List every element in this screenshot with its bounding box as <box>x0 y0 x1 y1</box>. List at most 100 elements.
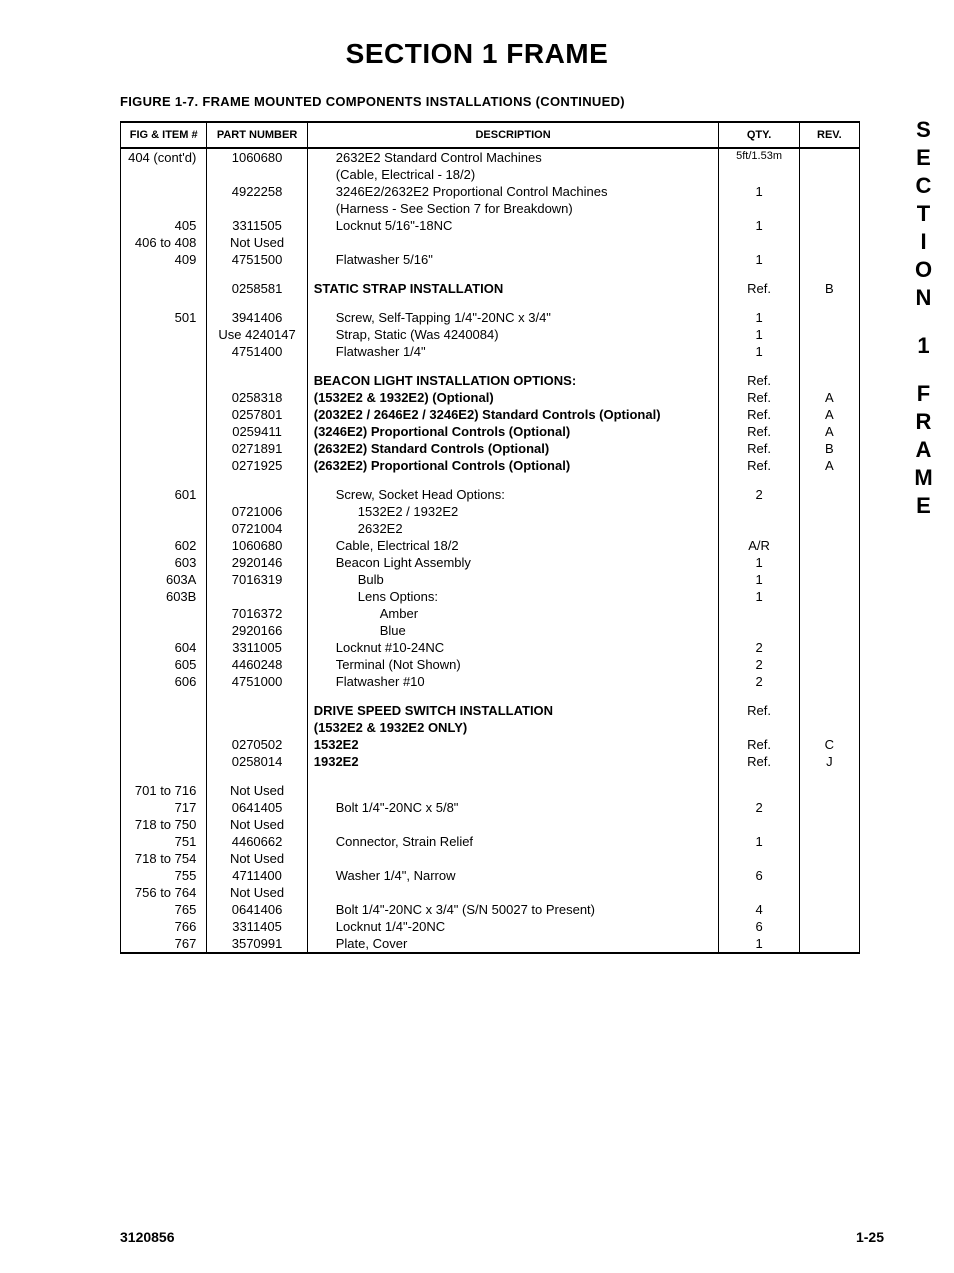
cell-qty: 5ft/1.53m <box>719 148 799 166</box>
side-tab-char: C <box>910 172 938 200</box>
cell-qty <box>719 166 799 183</box>
cell-rev <box>799 234 859 251</box>
cell-part-number: 1060680 <box>207 537 307 554</box>
cell-description: (2632E2) Proportional Controls (Optional… <box>307 457 719 474</box>
figure-caption: FIGURE 1-7. FRAME MOUNTED COMPONENTS INS… <box>120 94 954 109</box>
side-tab-char: M <box>910 464 938 492</box>
table-row: 0257801(2032E2 / 2646E2 / 3246E2) Standa… <box>121 406 860 423</box>
cell-part-number: 4922258 <box>207 183 307 200</box>
cell-part-number: 4711400 <box>207 867 307 884</box>
cell-rev <box>799 799 859 816</box>
cell-qty <box>719 503 799 520</box>
cell-qty: 1 <box>719 571 799 588</box>
cell-description: Flatwasher 5/16" <box>307 251 719 268</box>
cell-rev <box>799 571 859 588</box>
cell-fig-item <box>121 200 207 217</box>
table-row: 07210061532E2 / 1932E2 <box>121 503 860 520</box>
cell-qty <box>719 200 799 217</box>
cell-rev <box>799 918 859 935</box>
table-row: 6021060680Cable, Electrical 18/2A/R <box>121 537 860 554</box>
cell-fig-item: 501 <box>121 309 207 326</box>
cell-qty: Ref. <box>719 280 799 297</box>
cell-fig-item: 409 <box>121 251 207 268</box>
cell-description: Plate, Cover <box>307 935 719 953</box>
cell-part-number: 3311005 <box>207 639 307 656</box>
cell-part-number: 7016372 <box>207 605 307 622</box>
cell-qty: 1 <box>719 326 799 343</box>
cell-rev <box>799 166 859 183</box>
cell-qty <box>719 622 799 639</box>
cell-description: 1532E2 <box>307 736 719 753</box>
cell-description: Lens Options: <box>307 588 719 605</box>
cell-qty: Ref. <box>719 406 799 423</box>
cell-description: DRIVE SPEED SWITCH INSTALLATION <box>307 702 719 719</box>
cell-rev: A <box>799 457 859 474</box>
cell-fig-item: 406 to 408 <box>121 234 207 251</box>
cell-fig-item: 766 <box>121 918 207 935</box>
cell-part-number: 4751400 <box>207 343 307 360</box>
cell-fig-item: 603 <box>121 554 207 571</box>
col-header-desc: DESCRIPTION <box>307 122 719 148</box>
cell-rev: A <box>799 406 859 423</box>
cell-part-number: 0258581 <box>207 280 307 297</box>
cell-rev <box>799 554 859 571</box>
table-row: 7650641406Bolt 1/4"-20NC x 3/4" (S/N 500… <box>121 901 860 918</box>
side-tab-char: E <box>910 492 938 520</box>
table-row: 7554711400Washer 1/4", Narrow6 <box>121 867 860 884</box>
cell-description: Screw, Self-Tapping 1/4"-20NC x 3/4" <box>307 309 719 326</box>
cell-qty <box>719 884 799 901</box>
page-title: SECTION 1 FRAME <box>0 38 954 70</box>
cell-qty: 1 <box>719 309 799 326</box>
page-footer: 3120856 1-25 <box>120 1229 884 1245</box>
cell-fig-item: 603B <box>121 588 207 605</box>
table-row: 718 to 754Not Used <box>121 850 860 867</box>
cell-description: Connector, Strain Relief <box>307 833 719 850</box>
table-row: 49222583246E2/2632E2 Proportional Contro… <box>121 183 860 200</box>
table-row: 0271925(2632E2) Proportional Controls (O… <box>121 457 860 474</box>
cell-fig-item: 718 to 754 <box>121 850 207 867</box>
cell-fig-item: 601 <box>121 486 207 503</box>
cell-fig-item <box>121 702 207 719</box>
cell-rev <box>799 537 859 554</box>
cell-description <box>307 234 719 251</box>
cell-description: 3246E2/2632E2 Proportional Control Machi… <box>307 183 719 200</box>
cell-description: 2632E2 Standard Control Machines <box>307 148 719 166</box>
table-row: 2920166Blue <box>121 622 860 639</box>
cell-qty: 6 <box>719 918 799 935</box>
cell-fig-item <box>121 503 207 520</box>
cell-fig-item <box>121 423 207 440</box>
cell-rev: C <box>799 736 859 753</box>
cell-rev <box>799 782 859 799</box>
cell-rev <box>799 309 859 326</box>
cell-rev <box>799 183 859 200</box>
cell-rev: B <box>799 440 859 457</box>
cell-fig-item <box>121 520 207 537</box>
table-row: 0259411(3246E2) Proportional Controls (O… <box>121 423 860 440</box>
cell-rev <box>799 622 859 639</box>
cell-fig-item: 602 <box>121 537 207 554</box>
table-row: (Harness - See Section 7 for Breakdown) <box>121 200 860 217</box>
cell-fig-item <box>121 389 207 406</box>
cell-fig-item: 767 <box>121 935 207 953</box>
cell-rev <box>799 639 859 656</box>
table-row: 406 to 408Not Used <box>121 234 860 251</box>
cell-qty <box>719 816 799 833</box>
table-row: 7170641405Bolt 1/4"-20NC x 5/8"2 <box>121 799 860 816</box>
cell-qty: Ref. <box>719 702 799 719</box>
cell-description <box>307 782 719 799</box>
cell-qty: 2 <box>719 639 799 656</box>
cell-fig-item: 606 <box>121 673 207 690</box>
cell-rev <box>799 867 859 884</box>
cell-part-number <box>207 702 307 719</box>
table-row: 601Screw, Socket Head Options:2 <box>121 486 860 503</box>
cell-fig-item: 717 <box>121 799 207 816</box>
cell-part-number: 3311405 <box>207 918 307 935</box>
cell-description: 2632E2 <box>307 520 719 537</box>
cell-part-number: 7016319 <box>207 571 307 588</box>
cell-qty: 2 <box>719 486 799 503</box>
cell-part-number: 2920166 <box>207 622 307 639</box>
cell-rev: A <box>799 423 859 440</box>
footer-doc-number: 3120856 <box>120 1229 175 1245</box>
cell-qty: Ref. <box>719 753 799 770</box>
cell-fig-item <box>121 406 207 423</box>
